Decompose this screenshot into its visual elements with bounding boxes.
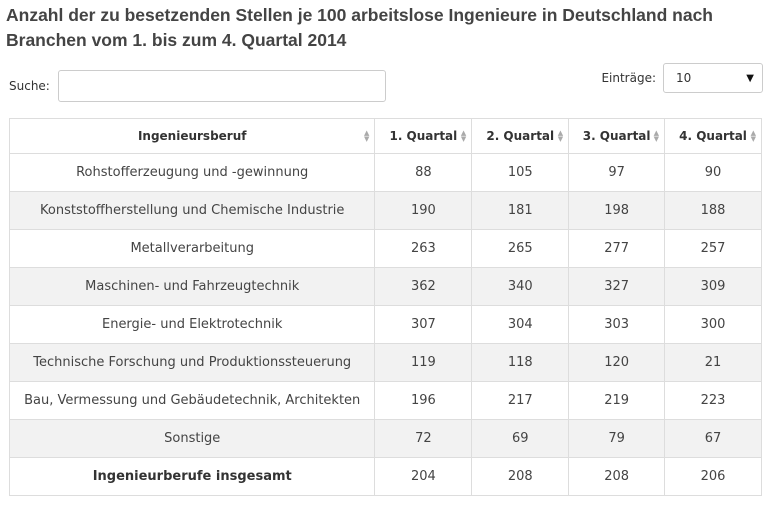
search-label: Suche: [9,79,50,93]
cell-q4: 257 [664,229,762,268]
column-header-ingenieursberuf[interactable]: Ingenieursberuf ▲ ▼ [8,118,376,154]
cell-q1: 196 [374,381,473,420]
cell-name: Maschinen- und Fahrzeugtechnik [8,267,376,306]
cell-name: Technische Forschung und Produktionssteu… [8,343,376,382]
cell-q4: 67 [664,419,762,458]
cell-q4: 300 [664,305,762,344]
column-header-q2[interactable]: 2. Quartal ▲ ▼ [471,118,570,154]
sort-icon: ▲ ▼ [364,129,370,143]
cell-name: Bau, Vermessung und Gebäudetechnik, Arch… [8,381,376,420]
table-row: Sonstige 72 69 79 67 [8,419,762,458]
cell-q2: 304 [471,305,570,344]
column-header-q3[interactable]: 3. Quartal ▲ ▼ [568,118,666,154]
table-row: Rohstofferzeugung und -gewinnung 88 105 … [8,153,762,192]
cell-q3: 79 [568,419,666,458]
entries-label: Einträge: [601,71,656,85]
cell-name: Energie- und Elektrotechnik [8,305,376,344]
sort-icon: ▲ ▼ [750,129,756,143]
cell-q3: 277 [568,229,666,268]
cell-q4: 206 [664,457,762,496]
cell-q1: 72 [374,419,473,458]
cell-q1: 190 [374,191,473,230]
cell-q2: 69 [471,419,570,458]
data-table: Ingenieursberuf ▲ ▼ 1. Quartal ▲ ▼ 2. Quar… [8,118,762,496]
cell-q1: 362 [374,267,473,306]
cell-q2: 105 [471,153,570,192]
cell-q3: 219 [568,381,666,420]
cell-q3: 327 [568,267,666,306]
cell-q3: 303 [568,305,666,344]
sort-icon: ▲ ▼ [653,129,660,143]
table-row: Energie- und Elektrotechnik 307 304 303 … [8,305,762,344]
cell-q1: 119 [374,343,473,382]
cell-q2: 265 [471,229,570,268]
cell-name: Sonstige [8,419,376,458]
table-row: Technische Forschung und Produktionssteu… [8,343,762,382]
cell-q4: 90 [664,153,762,192]
cell-q4: 223 [664,381,762,420]
sort-icon: ▲ ▼ [557,129,564,143]
cell-q1: 88 [374,153,473,192]
table-row: Metallverarbeitung 263 265 277 257 [8,229,762,268]
sort-icon: ▲ ▼ [460,129,467,143]
entries-select[interactable]: 10 ▼ [663,63,763,93]
cell-q2: 340 [471,267,570,306]
table-header-row: Ingenieursberuf ▲ ▼ 1. Quartal ▲ ▼ 2. Quar… [8,118,762,154]
cell-q1: 307 [374,305,473,344]
cell-q2: 118 [471,343,570,382]
page-title: Anzahl der zu besetzenden Stellen je 100… [6,5,713,50]
cell-q1: 204 [374,457,473,496]
search-box: Suche: [9,69,386,103]
table-row: Konststoffherstellung und Chemische Indu… [8,191,762,230]
cell-q3: 208 [568,457,666,496]
search-input[interactable] [57,70,386,102]
cell-name: Konststoffherstellung und Chemische Indu… [8,191,376,230]
cell-q3: 198 [568,191,666,230]
cell-q1: 263 [374,229,473,268]
cell-name: Rohstofferzeugung und -gewinnung [8,153,376,192]
cell-q2: 181 [471,191,570,230]
table-row: Maschinen- und Fahrzeugtechnik 362 340 3… [8,267,762,306]
cell-q3: 97 [568,153,666,192]
cell-q4: 309 [664,267,762,306]
cell-q4: 188 [664,191,762,230]
column-header-q1[interactable]: 1. Quartal ▲ ▼ [374,118,473,154]
cell-q4: 21 [664,343,762,382]
cell-q2: 217 [471,381,570,420]
table-row-total: Ingenieurberufe insgesamt 204 208 208 20… [8,457,762,496]
entries-selected-value: 10 [676,71,692,85]
cell-q2: 208 [471,457,570,496]
table-row: Bau, Vermessung und Gebäudetechnik, Arch… [8,381,762,420]
cell-name: Ingenieurberufe insgesamt [8,457,376,496]
caret-down-icon: ▼ [746,72,754,84]
cell-name: Metallverarbeitung [8,229,376,268]
entries-control: Einträge: 10 ▼ [601,63,763,93]
cell-q3: 120 [568,343,666,382]
column-header-q4[interactable]: 4. Quartal ▲ ▼ [664,118,762,154]
